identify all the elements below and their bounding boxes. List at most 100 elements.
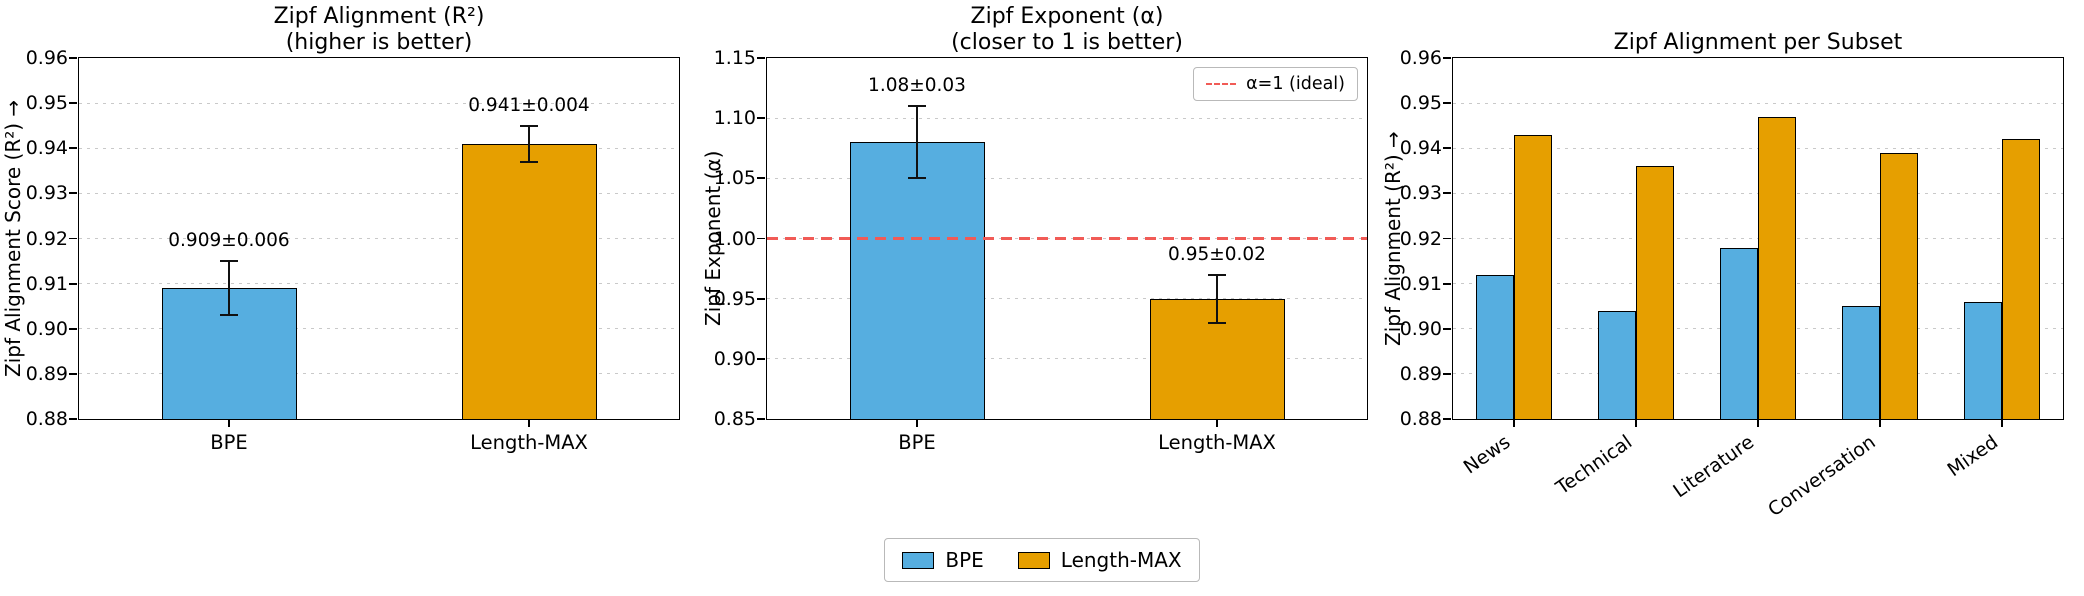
- gridline: [79, 192, 679, 194]
- x-tick-mark: [1879, 419, 1881, 427]
- legend-swatch-length-max: [1017, 551, 1050, 569]
- y-tick-mark: [1443, 237, 1451, 240]
- y-tick-mark: [757, 418, 765, 420]
- x-tick-mark: [1757, 419, 1759, 427]
- legend-item-length-max: Length-MAX: [1017, 548, 1182, 572]
- bar-bpe: [1598, 310, 1636, 419]
- chart-title: Zipf Exponent (α) (closer to 1 is better…: [766, 4, 1368, 56]
- y-tick-label: 0.90: [1399, 317, 1442, 340]
- gridline: [1453, 102, 2063, 104]
- x-tick-label-text: Literature: [1669, 430, 1758, 503]
- y-tick-mark: [1443, 282, 1451, 285]
- gridline: [79, 238, 679, 239]
- error-bar: [227, 261, 231, 316]
- x-tick-label-text: Mixed: [1943, 430, 2002, 482]
- gridline: [767, 117, 1367, 119]
- bar-value-label: 1.08±0.03: [868, 75, 966, 97]
- y-tick-label: 0.89: [25, 362, 68, 385]
- y-axis-label: Zipf Alignment Score (R²) →: [1, 99, 25, 378]
- x-tick-label-text: News: [1459, 430, 1514, 479]
- chart-title-line1: Zipf Exponent (α): [970, 4, 1164, 29]
- ref-line-legend-label: α=1 (ideal): [1246, 74, 1345, 94]
- y-tick-mark: [757, 177, 765, 180]
- chart-title-line2: (closer to 1 is better): [951, 30, 1183, 55]
- chart-title: Zipf Alignment per Subset: [1452, 4, 2064, 56]
- error-bar-cap: [1208, 273, 1226, 276]
- x-tick-label: Length-MAX: [1158, 431, 1276, 454]
- y-tick-label: 0.89: [1399, 362, 1442, 385]
- y-tick-label: 0.96: [1399, 47, 1442, 69]
- y-tick-mark: [69, 418, 77, 420]
- y-tick-mark: [1443, 57, 1451, 59]
- chart-title: Zipf Alignment (R²) (higher is better): [78, 4, 680, 56]
- ref-line-legend: α=1 (ideal): [1193, 67, 1358, 101]
- chart-title-line1: Zipf Alignment per Subset: [1613, 30, 1903, 55]
- x-tick-mark: [528, 419, 530, 427]
- bar-value-label: 0.95±0.02: [1168, 243, 1266, 265]
- error-bar: [915, 106, 919, 179]
- x-tick-label-text: Technical: [1551, 430, 1636, 500]
- gridline: [79, 147, 679, 149]
- y-tick-mark: [757, 57, 765, 59]
- plot-area: α=1 (ideal) 0.85 0.90 0.95 1.00 1.05 1.10 1.15…: [714, 47, 1368, 454]
- y-tick-mark: [757, 357, 765, 360]
- y-tick-mark: [1443, 192, 1451, 195]
- y-tick-mark: [1443, 102, 1451, 105]
- gridline: [767, 358, 1367, 360]
- x-tick-label: BPE: [210, 431, 248, 454]
- gridline: [79, 328, 679, 330]
- bar-bpe: [1476, 274, 1514, 419]
- bar-length-max: [1514, 134, 1552, 419]
- charts-row: Zipf Alignment (R²) (higher is better) Z…: [0, 0, 2084, 521]
- panel-zipf-alignment-per-subset: Zipf Alignment per Subset Zipf Alignment…: [1381, 0, 2084, 521]
- x-tick-mark: [1635, 419, 1637, 427]
- y-tick-mark: [69, 237, 77, 240]
- y-tick-label: 0.93: [1399, 182, 1442, 205]
- plot-area: 0.88 0.89 0.90 0.91 0.92 0.93 0.94 0.95 0.96 News…: [1400, 47, 2064, 521]
- bar-bpe: [849, 142, 985, 419]
- legend-swatch-bpe: [902, 551, 935, 569]
- bar-length-max: [1758, 116, 1796, 419]
- x-tick-label: Length-MAX: [470, 431, 588, 454]
- panel-zipf-alignment-r2: Zipf Alignment (R²) (higher is better) Z…: [0, 0, 694, 500]
- x-tick-mark: [2001, 419, 2003, 427]
- bar-value-label: 0.909±0.006: [168, 230, 290, 252]
- y-tick-mark: [757, 117, 765, 120]
- bar-bpe: [1842, 306, 1880, 419]
- y-tick-label: 0.94: [1399, 137, 1442, 160]
- bar-bpe: [1720, 247, 1758, 419]
- y-tick-mark: [69, 192, 77, 195]
- y-tick-mark: [69, 102, 77, 105]
- bar-bpe: [1964, 301, 2002, 419]
- bar-length-max: [1880, 152, 1918, 419]
- y-tick-label: 0.90: [25, 317, 68, 340]
- bar-value-label: 0.941±0.004: [468, 94, 590, 116]
- chart-title-line2: (higher is better): [285, 30, 473, 55]
- legend-label-bpe: BPE: [945, 548, 984, 572]
- y-tick-mark: [757, 297, 765, 300]
- bar-length-max: [1636, 166, 1674, 419]
- figure-legend: BPE Length-MAX: [884, 538, 1200, 582]
- plot-area: 0.88 0.89 0.90 0.91 0.92 0.93 0.94 0.95 0.96 BPE 0…: [26, 47, 680, 454]
- gridline: [79, 283, 679, 285]
- legend-label-length-max: Length-MAX: [1060, 548, 1182, 572]
- dashed-line-swatch: [1206, 83, 1237, 85]
- x-tick-mark: [1513, 419, 1515, 427]
- ideal-reference-line: [767, 237, 1367, 240]
- y-tick-mark: [1443, 418, 1451, 420]
- bar-length-max: [461, 143, 597, 419]
- x-tick-mark: [916, 419, 918, 427]
- panel-zipf-exponent-alpha: Zipf Exponent (α) (closer to 1 is better…: [694, 0, 1382, 500]
- y-tick-label: 1.15: [713, 47, 756, 69]
- y-tick-label: 1.05: [713, 167, 756, 190]
- gridline: [767, 298, 1367, 300]
- y-tick-label: 0.93: [25, 182, 68, 205]
- y-tick-label: 0.91: [1399, 272, 1442, 295]
- gridline: [79, 102, 679, 104]
- error-bar-cap: [520, 160, 538, 163]
- bar-length-max: [2002, 139, 2040, 419]
- y-tick-label: 0.85: [713, 408, 756, 430]
- y-tick-label: 0.92: [1399, 227, 1442, 250]
- figure-legend-row: BPE Length-MAX: [0, 538, 2084, 582]
